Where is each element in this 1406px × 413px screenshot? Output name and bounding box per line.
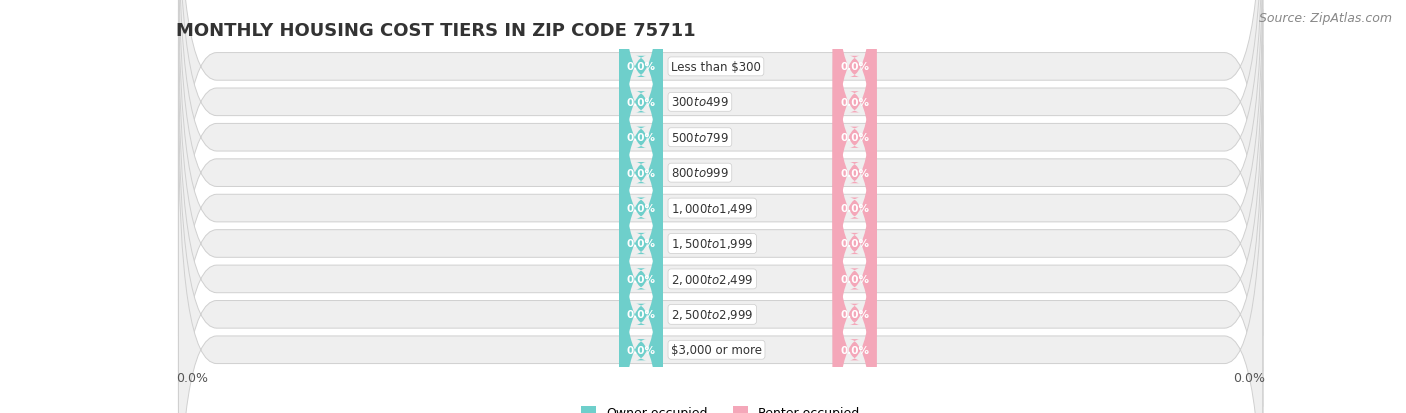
FancyBboxPatch shape	[832, 0, 876, 268]
FancyBboxPatch shape	[832, 0, 876, 233]
Text: 0.0%: 0.0%	[176, 371, 208, 384]
FancyBboxPatch shape	[179, 0, 1263, 407]
Text: 0.0%: 0.0%	[1233, 371, 1265, 384]
FancyBboxPatch shape	[179, 0, 1263, 413]
Text: Source: ZipAtlas.com: Source: ZipAtlas.com	[1258, 12, 1392, 25]
FancyBboxPatch shape	[619, 43, 662, 375]
Text: 0.0%: 0.0%	[841, 204, 869, 214]
FancyBboxPatch shape	[832, 113, 876, 413]
Text: $3,000 or more: $3,000 or more	[671, 344, 762, 356]
Text: 0.0%: 0.0%	[627, 97, 655, 107]
FancyBboxPatch shape	[619, 0, 662, 268]
Text: 0.0%: 0.0%	[841, 274, 869, 284]
FancyBboxPatch shape	[619, 0, 662, 304]
FancyBboxPatch shape	[832, 0, 876, 304]
FancyBboxPatch shape	[832, 43, 876, 375]
Text: 0.0%: 0.0%	[627, 345, 655, 355]
Text: $300 to $499: $300 to $499	[671, 96, 728, 109]
FancyBboxPatch shape	[619, 113, 662, 413]
FancyBboxPatch shape	[179, 0, 1263, 371]
FancyBboxPatch shape	[619, 0, 662, 233]
FancyBboxPatch shape	[179, 10, 1263, 413]
Text: 0.0%: 0.0%	[841, 168, 869, 178]
FancyBboxPatch shape	[832, 7, 876, 339]
Text: 0.0%: 0.0%	[627, 310, 655, 320]
Legend: Owner-occupied, Renter-occupied: Owner-occupied, Renter-occupied	[581, 406, 860, 413]
Text: 0.0%: 0.0%	[841, 310, 869, 320]
FancyBboxPatch shape	[179, 0, 1263, 336]
FancyBboxPatch shape	[619, 78, 662, 410]
FancyBboxPatch shape	[179, 116, 1263, 413]
FancyBboxPatch shape	[619, 7, 662, 339]
Text: $500 to $799: $500 to $799	[671, 131, 728, 145]
Text: $800 to $999: $800 to $999	[671, 167, 728, 180]
Text: 0.0%: 0.0%	[841, 62, 869, 72]
Text: 0.0%: 0.0%	[841, 97, 869, 107]
FancyBboxPatch shape	[619, 184, 662, 413]
Text: $2,000 to $2,499: $2,000 to $2,499	[671, 272, 754, 286]
Text: 0.0%: 0.0%	[841, 239, 869, 249]
Text: $1,000 to $1,499: $1,000 to $1,499	[671, 202, 754, 216]
FancyBboxPatch shape	[179, 46, 1263, 413]
FancyBboxPatch shape	[179, 81, 1263, 413]
Text: 0.0%: 0.0%	[627, 204, 655, 214]
FancyBboxPatch shape	[832, 184, 876, 413]
FancyBboxPatch shape	[832, 78, 876, 410]
Text: 0.0%: 0.0%	[841, 133, 869, 143]
Text: 0.0%: 0.0%	[841, 345, 869, 355]
FancyBboxPatch shape	[832, 149, 876, 413]
Text: $2,500 to $2,999: $2,500 to $2,999	[671, 308, 754, 322]
Text: MONTHLY HOUSING COST TIERS IN ZIP CODE 75711: MONTHLY HOUSING COST TIERS IN ZIP CODE 7…	[176, 22, 696, 40]
Text: 0.0%: 0.0%	[627, 168, 655, 178]
Text: Less than $300: Less than $300	[671, 61, 761, 74]
Text: 0.0%: 0.0%	[627, 62, 655, 72]
Text: 0.0%: 0.0%	[627, 239, 655, 249]
Text: 0.0%: 0.0%	[627, 274, 655, 284]
FancyBboxPatch shape	[619, 149, 662, 413]
FancyBboxPatch shape	[179, 0, 1263, 301]
Text: 0.0%: 0.0%	[627, 133, 655, 143]
Text: $1,500 to $1,999: $1,500 to $1,999	[671, 237, 754, 251]
